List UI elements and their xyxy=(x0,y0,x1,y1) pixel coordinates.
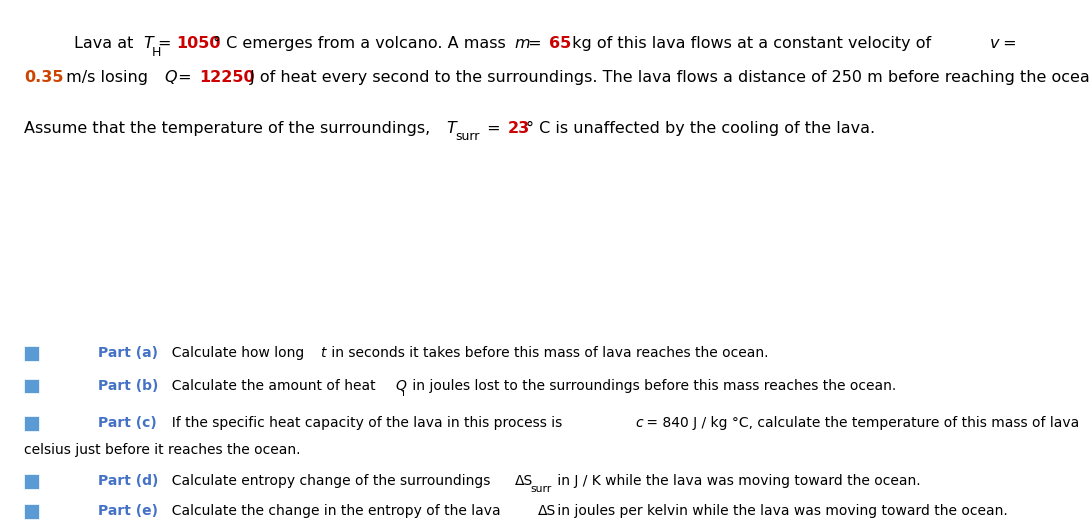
Text: in joules per kelvin while the lava was moving toward the ocean.: in joules per kelvin while the lava was … xyxy=(553,504,1007,518)
Text: =: = xyxy=(523,36,547,51)
FancyBboxPatch shape xyxy=(24,474,39,489)
FancyBboxPatch shape xyxy=(24,504,39,519)
Text: Calculate how long: Calculate how long xyxy=(162,346,308,360)
Text: in seconds it takes before this mass of lava reaches the ocean.: in seconds it takes before this mass of … xyxy=(327,346,768,360)
Text: H: H xyxy=(152,46,161,59)
Text: i: i xyxy=(402,388,405,398)
Text: = 840 J / kg °C, calculate the temperature of this mass of lava: = 840 J / kg °C, calculate the temperatu… xyxy=(642,416,1083,430)
Text: Calculate the amount of heat: Calculate the amount of heat xyxy=(162,379,379,393)
Text: Calculate entropy change of the surroundings: Calculate entropy change of the surround… xyxy=(162,474,494,488)
Text: ΔS: ΔS xyxy=(516,474,533,488)
Text: 23: 23 xyxy=(508,121,530,136)
Text: v: v xyxy=(990,36,1000,51)
Text: 12250: 12250 xyxy=(198,70,254,85)
Text: Part (a): Part (a) xyxy=(98,346,158,360)
Text: 65: 65 xyxy=(549,36,571,51)
Text: surr: surr xyxy=(530,484,552,493)
FancyBboxPatch shape xyxy=(24,379,39,393)
Text: Part (e): Part (e) xyxy=(98,504,158,518)
Text: in J / K while the lava was moving toward the ocean.: in J / K while the lava was moving towar… xyxy=(554,474,921,488)
Text: Assume that the temperature of the surroundings,: Assume that the temperature of the surro… xyxy=(24,121,435,136)
FancyBboxPatch shape xyxy=(24,346,39,361)
Text: =: = xyxy=(173,70,196,85)
Text: m: m xyxy=(514,36,531,51)
Text: 1050: 1050 xyxy=(175,36,220,51)
Text: =: = xyxy=(998,36,1017,51)
Text: Q: Q xyxy=(165,70,178,85)
Text: Calculate the change in the entropy of the lava: Calculate the change in the entropy of t… xyxy=(162,504,505,518)
Text: ° C is unaffected by the cooling of the lava.: ° C is unaffected by the cooling of the … xyxy=(526,121,875,136)
FancyBboxPatch shape xyxy=(24,416,39,431)
Text: in joules lost to the surroundings before this mass reaches the ocean.: in joules lost to the surroundings befor… xyxy=(408,379,896,393)
Text: T: T xyxy=(447,121,457,136)
Text: ° C emerges from a volcano. A mass: ° C emerges from a volcano. A mass xyxy=(213,36,510,51)
Text: Lava at: Lava at xyxy=(74,36,138,51)
Text: =: = xyxy=(158,36,177,51)
Text: T: T xyxy=(144,36,154,51)
Text: =: = xyxy=(482,121,506,136)
Text: Part (b): Part (b) xyxy=(98,379,158,393)
Text: celsius just before it reaches the ocean.: celsius just before it reaches the ocean… xyxy=(24,443,301,457)
Text: Part (d): Part (d) xyxy=(98,474,158,488)
Text: Q: Q xyxy=(395,379,405,393)
Text: Part (c): Part (c) xyxy=(98,416,157,430)
Text: ΔS: ΔS xyxy=(537,504,556,518)
Text: c: c xyxy=(635,416,643,430)
Text: t: t xyxy=(320,346,326,360)
Text: 0.35: 0.35 xyxy=(24,70,63,85)
Text: surr: surr xyxy=(455,130,480,143)
Text: J of heat every second to the surroundings. The lava flows a distance of 250 m b: J of heat every second to the surroundin… xyxy=(245,70,1090,85)
Text: m/s losing: m/s losing xyxy=(61,70,154,85)
Text: If the specific heat capacity of the lava in this process is: If the specific heat capacity of the lav… xyxy=(162,416,566,430)
Text: kg of this lava flows at a constant velocity of: kg of this lava flows at a constant velo… xyxy=(568,36,936,51)
